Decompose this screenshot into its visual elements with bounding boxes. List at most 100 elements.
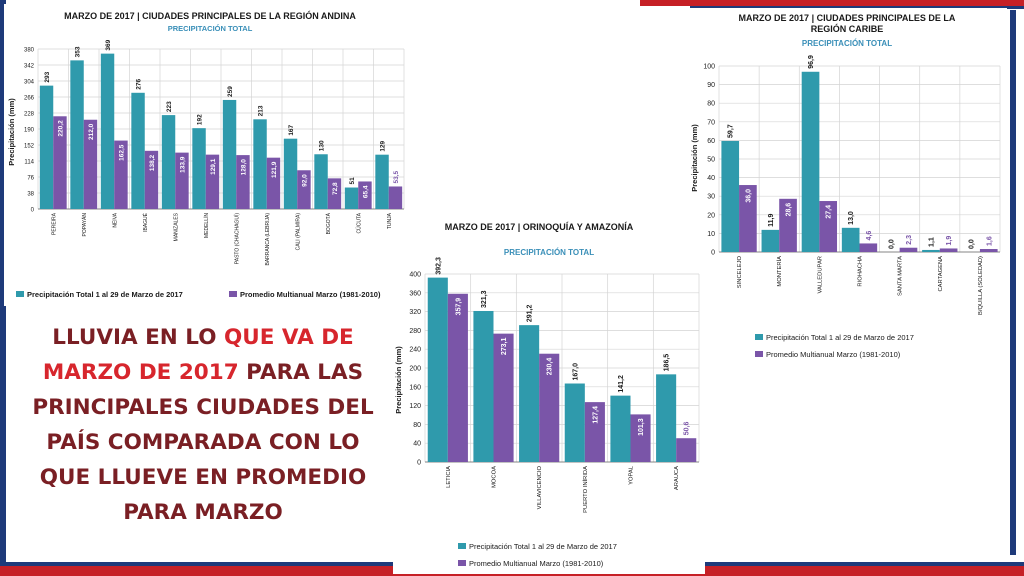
data-label-total: 141,2 xyxy=(618,375,625,393)
legend-label-total: Precipitación Total 1 al 29 de Marzo de … xyxy=(27,290,183,299)
category-label: VALLEDUPAR xyxy=(817,256,823,293)
data-label-promedio: 28,6 xyxy=(786,203,793,217)
andina-chart-panel: MARZO DE 2017 | CIUDADES PRINCIPALES DE … xyxy=(4,4,408,306)
caribe-chart-subtitle: PRECIPITACIÓN TOTAL xyxy=(802,39,892,48)
frame-blue-top xyxy=(690,6,1024,9)
andina-chart: MARZO DE 2017 | CIUDADES PRINCIPALES DE … xyxy=(7,10,405,299)
data-label-total: 0,0 xyxy=(969,239,976,249)
data-label-total: 96,9 xyxy=(808,55,815,69)
bar-promedio xyxy=(939,248,958,252)
y-tick-label: 200 xyxy=(409,366,421,373)
caribe-y-axis-label: Precipitación (mm) xyxy=(690,124,699,192)
data-label-total: 0,0 xyxy=(888,239,895,249)
y-tick-label: 120 xyxy=(409,403,421,410)
andina-y-axis-label: Precipitación (mm) xyxy=(7,98,16,166)
frame-blue-left xyxy=(0,0,6,576)
orinoquia-chart-title: MARZO DE 2017 | ORINOQUÍA Y AMAZONÍA xyxy=(445,222,634,232)
y-tick-label: 342 xyxy=(24,64,35,70)
legend-swatch-promedio xyxy=(755,351,763,357)
y-tick-label: 76 xyxy=(27,176,34,182)
data-label-promedio: 129,1 xyxy=(210,158,217,175)
data-label-total: 293 xyxy=(44,71,51,82)
legend-swatch-total xyxy=(16,291,24,297)
bar-total xyxy=(131,92,145,209)
y-tick-label: 380 xyxy=(24,48,35,54)
y-tick-label: 228 xyxy=(24,112,35,118)
category-label: RIOHACHA xyxy=(858,256,864,287)
bar-total xyxy=(70,60,84,209)
bar-total xyxy=(473,310,494,462)
y-tick-label: 10 xyxy=(707,231,715,238)
data-label-promedio: 92,0 xyxy=(301,174,308,187)
y-tick-label: 320 xyxy=(409,309,421,316)
headline-highlight: QUE VA DE MARZO DE 2017 xyxy=(42,325,354,385)
data-label-promedio: 2,3 xyxy=(906,235,913,245)
data-label-promedio: 127,4 xyxy=(592,406,599,424)
category-label: MANIZALES xyxy=(173,212,179,241)
category-label: VILLAVICENCIO xyxy=(537,466,543,510)
category-label: CÚCUTA xyxy=(355,212,362,233)
category-label: MEDELLÍN xyxy=(203,213,210,238)
category-label: SANTA MARTA xyxy=(898,256,904,296)
bar-total xyxy=(801,71,820,253)
frame-blue-right xyxy=(1010,10,1016,555)
category-label: ARAUCA xyxy=(674,466,680,490)
bar-total xyxy=(161,115,176,209)
data-label-promedio: 138,2 xyxy=(149,154,156,171)
bar-promedio xyxy=(447,293,468,462)
legend-label-promedio: Promedio Multianual Marzo (1981-2010) xyxy=(240,290,381,299)
y-tick-label: 304 xyxy=(24,80,35,86)
data-label-promedio: 121,9 xyxy=(271,161,278,178)
legend-label-total: Precipitación Total 1 al 29 de Marzo de … xyxy=(766,333,914,342)
bar-promedio xyxy=(859,243,878,252)
bar-promedio xyxy=(493,333,514,462)
bar-promedio xyxy=(297,170,311,209)
bar-promedio xyxy=(388,186,403,209)
data-label-promedio: 357,9 xyxy=(455,298,462,316)
y-tick-label: 240 xyxy=(409,347,421,354)
data-label-promedio: 53,5 xyxy=(393,170,400,183)
bar-promedio xyxy=(584,402,605,462)
data-label-promedio: 50,6 xyxy=(684,421,691,435)
y-tick-label: 266 xyxy=(24,96,35,102)
y-tick-label: 0 xyxy=(711,250,715,257)
data-label-total: 291,2 xyxy=(527,305,534,323)
bar-promedio xyxy=(266,157,281,209)
bar-total xyxy=(253,119,267,209)
data-label-total: 186,5 xyxy=(664,354,671,372)
category-label: MONTERÍA xyxy=(776,256,783,287)
orinoquia-chart: MARZO DE 2017 | ORINOQUÍA Y AMAZONÍA PRE… xyxy=(394,222,700,568)
y-tick-label: 280 xyxy=(409,328,421,335)
data-label-promedio: 72,8 xyxy=(332,182,339,195)
bar-promedio xyxy=(53,116,67,209)
bar-total xyxy=(721,140,740,252)
category-label: PASTO (CHACHAGUÍ) xyxy=(233,213,240,265)
orinoquia-y-axis-label: Precipitación (mm) xyxy=(394,346,403,414)
data-label-total: 130 xyxy=(319,140,326,151)
data-label-promedio: 273,1 xyxy=(501,338,508,356)
data-label-total: 369 xyxy=(105,39,112,50)
y-tick-label: 100 xyxy=(703,64,715,71)
bar-promedio xyxy=(539,353,560,462)
legend-swatch-promedio xyxy=(229,291,237,297)
y-tick-label: 80 xyxy=(707,101,715,108)
frame-red-top xyxy=(640,0,1024,6)
y-tick-label: 20 xyxy=(707,212,715,219)
legend-swatch-total xyxy=(755,334,763,340)
category-label: CARTAGENA xyxy=(938,256,944,292)
bar-promedio xyxy=(739,185,757,252)
bar-promedio xyxy=(205,154,220,209)
caribe-chart-panel: MARZO DE 2017 | CIUDADES PRINCIPALES DE … xyxy=(687,8,1007,368)
data-label-total: 129 xyxy=(380,140,387,151)
legend-swatch-promedio xyxy=(458,560,466,566)
y-tick-label: 30 xyxy=(707,194,715,201)
data-label-promedio: 65,4 xyxy=(362,185,369,198)
category-label: MOCOA xyxy=(492,466,498,488)
data-label-total: 259 xyxy=(227,86,234,97)
caribe-chart-title-line2: REGIÓN CARIBE xyxy=(811,23,884,34)
bar-total xyxy=(314,154,328,209)
y-tick-label: 360 xyxy=(409,290,421,297)
category-label: LETICIA xyxy=(446,466,452,488)
y-tick-label: 40 xyxy=(413,441,421,448)
data-label-promedio: 1,9 xyxy=(946,236,953,246)
